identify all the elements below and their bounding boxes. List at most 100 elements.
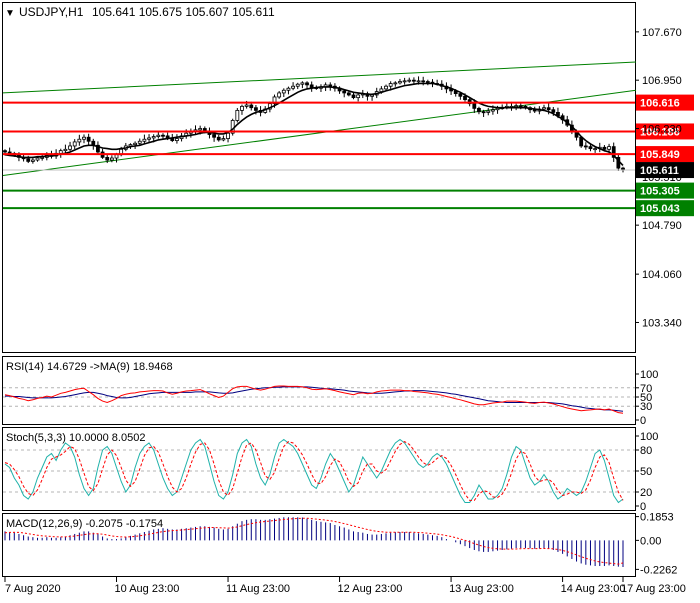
candle-body[interactable] — [486, 110, 491, 113]
candle-body[interactable] — [305, 82, 309, 86]
candle-body[interactable] — [82, 136, 86, 140]
candle-body[interactable] — [3, 150, 7, 153]
candle-body[interactable] — [481, 111, 486, 114]
candle-body[interactable] — [425, 81, 430, 83]
rsi-ma-line — [5, 386, 624, 412]
candle-body[interactable] — [86, 136, 91, 142]
x-tick-label: 10 Aug 23:00 — [115, 583, 180, 595]
candle-body[interactable] — [226, 132, 230, 139]
candle-body[interactable] — [254, 107, 258, 111]
candle-body[interactable] — [147, 137, 151, 140]
trend-line[interactable] — [2, 61, 637, 94]
candle-body[interactable] — [96, 144, 100, 153]
candle-body[interactable] — [356, 94, 361, 99]
candle-body[interactable] — [463, 95, 467, 101]
candle-body[interactable] — [611, 146, 616, 158]
macd-signal-line — [4, 517, 624, 565]
candle-body[interactable] — [402, 80, 407, 83]
candle-body[interactable] — [244, 104, 249, 107]
candle-body[interactable] — [249, 104, 254, 109]
rsi-line — [4, 385, 624, 414]
main-panel[interactable] — [2, 2, 636, 353]
candle-body[interactable] — [277, 92, 282, 98]
candle-body[interactable] — [240, 105, 244, 111]
candle-body[interactable] — [114, 154, 119, 159]
candle-body[interactable] — [272, 96, 277, 105]
main-y-tick-label: 107.670 — [642, 27, 682, 39]
candle-body[interactable] — [68, 145, 72, 150]
candle-body[interactable] — [40, 156, 45, 159]
candle-body[interactable] — [286, 87, 291, 91]
candle-body[interactable] — [170, 138, 175, 141]
candle-body[interactable] — [514, 105, 519, 108]
candle-body[interactable] — [35, 157, 40, 161]
candle-body[interactable] — [472, 103, 477, 109]
candle-body[interactable] — [198, 128, 203, 131]
candle-body[interactable] — [421, 80, 426, 83]
symbol-header: USDJPY,H1 — [19, 5, 84, 19]
candle-body[interactable] — [309, 84, 314, 88]
candle-body[interactable] — [161, 134, 165, 137]
candle-body[interactable] — [546, 107, 551, 111]
candle-body[interactable] — [133, 142, 138, 146]
candle-body[interactable] — [518, 105, 523, 108]
candle-body[interactable] — [593, 148, 598, 151]
candle-body[interactable] — [346, 92, 351, 96]
candle-body[interactable] — [407, 79, 412, 82]
candle-body[interactable] — [26, 158, 31, 162]
x-tick-label: 12 Aug 23:00 — [338, 583, 403, 595]
level-tag — [636, 182, 694, 199]
candle-body[interactable] — [370, 94, 374, 97]
candle-body[interactable] — [542, 107, 546, 110]
candle-body[interactable] — [156, 134, 161, 137]
candle-body[interactable] — [388, 83, 393, 87]
candle-body[interactable] — [416, 80, 421, 83]
candle-body[interactable] — [109, 157, 114, 161]
candle-body[interactable] — [30, 159, 35, 162]
candle-body[interactable] — [281, 89, 286, 94]
stoch-panel[interactable] — [2, 427, 636, 511]
candle-body[interactable] — [583, 145, 588, 148]
candle-body[interactable] — [393, 82, 398, 85]
candle-body[interactable] — [398, 81, 402, 84]
candle-body[interactable] — [235, 109, 240, 121]
candle-body[interactable] — [137, 140, 142, 144]
candle-body[interactable] — [151, 136, 156, 139]
rsi-panel[interactable] — [2, 356, 636, 425]
candle-body[interactable] — [458, 93, 463, 97]
candle-body[interactable] — [342, 90, 347, 94]
level-label: 106.616 — [640, 98, 680, 110]
candle-body[interactable] — [142, 138, 147, 142]
candle-body[interactable] — [477, 107, 481, 113]
candle-body[interactable] — [602, 146, 607, 150]
trend-line[interactable] — [2, 89, 637, 176]
level-label: 105.849 — [640, 149, 680, 161]
candle-body[interactable] — [77, 138, 82, 143]
candle-body[interactable] — [551, 109, 556, 113]
candle-body[interactable] — [495, 107, 500, 111]
candle-body[interactable] — [607, 146, 611, 150]
candle-body[interactable] — [221, 138, 226, 141]
candle-body[interactable] — [175, 138, 179, 141]
candle-body[interactable] — [72, 141, 77, 147]
rsi-header: RSI(14) 14.6729 ->MA(9) 18.9468 — [6, 361, 173, 373]
x-tick-label: 13 Aug 23:00 — [449, 583, 514, 595]
candle-body[interactable] — [412, 79, 416, 82]
candle-body[interactable] — [291, 85, 295, 89]
candle-body[interactable] — [216, 136, 221, 141]
dropdown-arrow-icon[interactable]: ▼ — [5, 8, 15, 19]
candle-body[interactable] — [212, 134, 216, 138]
candle-body[interactable] — [63, 148, 68, 152]
candle-body[interactable] — [490, 109, 495, 112]
candle-body[interactable] — [300, 82, 305, 85]
candle-body[interactable] — [58, 150, 63, 154]
candle-body[interactable] — [351, 94, 356, 99]
candle-body[interactable] — [588, 146, 593, 150]
candle-body[interactable] — [384, 85, 388, 90]
candle-body[interactable] — [328, 84, 333, 87]
level-tag — [636, 146, 694, 163]
candle-body[interactable] — [295, 83, 300, 87]
candle-body[interactable] — [105, 156, 110, 161]
